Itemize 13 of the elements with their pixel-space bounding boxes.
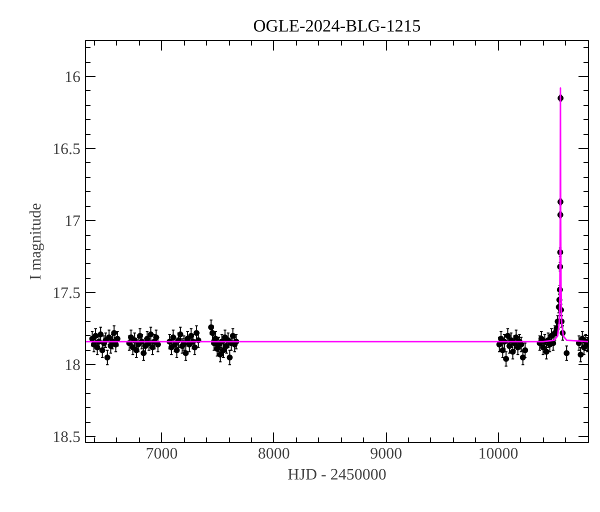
y-tick-label: 17.5: [52, 285, 80, 302]
x-tick-label: 8000: [258, 446, 290, 462]
x-tick-label: 10000: [478, 446, 518, 462]
x-tick-label: 7000: [146, 446, 178, 462]
x-tick-label: 9000: [370, 446, 402, 462]
y-tick-label: 17: [64, 213, 80, 230]
y-tick-label: 18: [64, 357, 80, 374]
x-axis-title: HJD - 2450000: [288, 466, 386, 484]
y-tick-label: 18.5: [52, 429, 80, 446]
chart-title: OGLE-2024-BLG-1215: [253, 16, 421, 36]
y-tick-label: 16.5: [52, 141, 80, 158]
y-axis-title: I magnitude: [28, 203, 44, 280]
y-tick-label: 16: [64, 69, 80, 86]
